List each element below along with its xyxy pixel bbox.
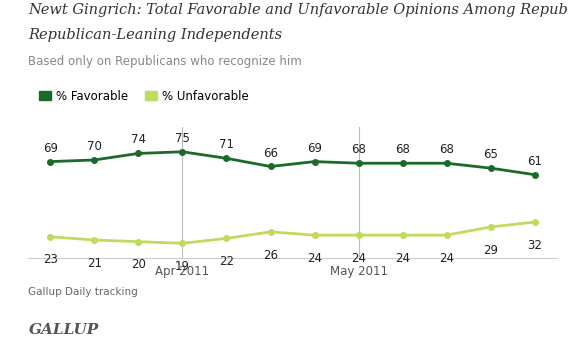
Text: 65: 65 xyxy=(483,148,498,161)
Text: GALLUP: GALLUP xyxy=(28,323,99,337)
Text: 75: 75 xyxy=(175,132,190,145)
Text: 22: 22 xyxy=(219,255,234,268)
Legend: % Favorable, % Unfavorable: % Favorable, % Unfavorable xyxy=(34,85,253,107)
Text: 69: 69 xyxy=(307,142,322,155)
Text: 20: 20 xyxy=(131,258,146,271)
Text: 70: 70 xyxy=(87,140,102,153)
Text: 24: 24 xyxy=(395,252,410,265)
Text: Gallup Daily tracking: Gallup Daily tracking xyxy=(28,287,138,297)
Text: Republican-Leaning Independents: Republican-Leaning Independents xyxy=(28,28,282,42)
Text: 74: 74 xyxy=(131,133,146,147)
Text: 71: 71 xyxy=(219,138,234,151)
Text: 24: 24 xyxy=(307,252,322,265)
Text: 68: 68 xyxy=(395,143,410,156)
Text: 68: 68 xyxy=(439,143,454,156)
Text: 32: 32 xyxy=(527,239,542,252)
Text: 61: 61 xyxy=(527,155,542,168)
Text: 68: 68 xyxy=(351,143,366,156)
Text: 21: 21 xyxy=(87,257,102,270)
Text: 24: 24 xyxy=(351,252,366,265)
Text: 24: 24 xyxy=(439,252,454,265)
Text: 29: 29 xyxy=(483,244,498,257)
Text: 19: 19 xyxy=(175,260,190,273)
Text: 23: 23 xyxy=(43,254,58,266)
Text: 26: 26 xyxy=(263,248,278,261)
Text: Newt Gingrich: Total Favorable and Unfavorable Opinions Among Republicans and: Newt Gingrich: Total Favorable and Unfav… xyxy=(28,3,568,18)
Text: 69: 69 xyxy=(43,142,58,155)
Text: Based only on Republicans who recognize him: Based only on Republicans who recognize … xyxy=(28,55,302,68)
Text: 66: 66 xyxy=(263,147,278,160)
